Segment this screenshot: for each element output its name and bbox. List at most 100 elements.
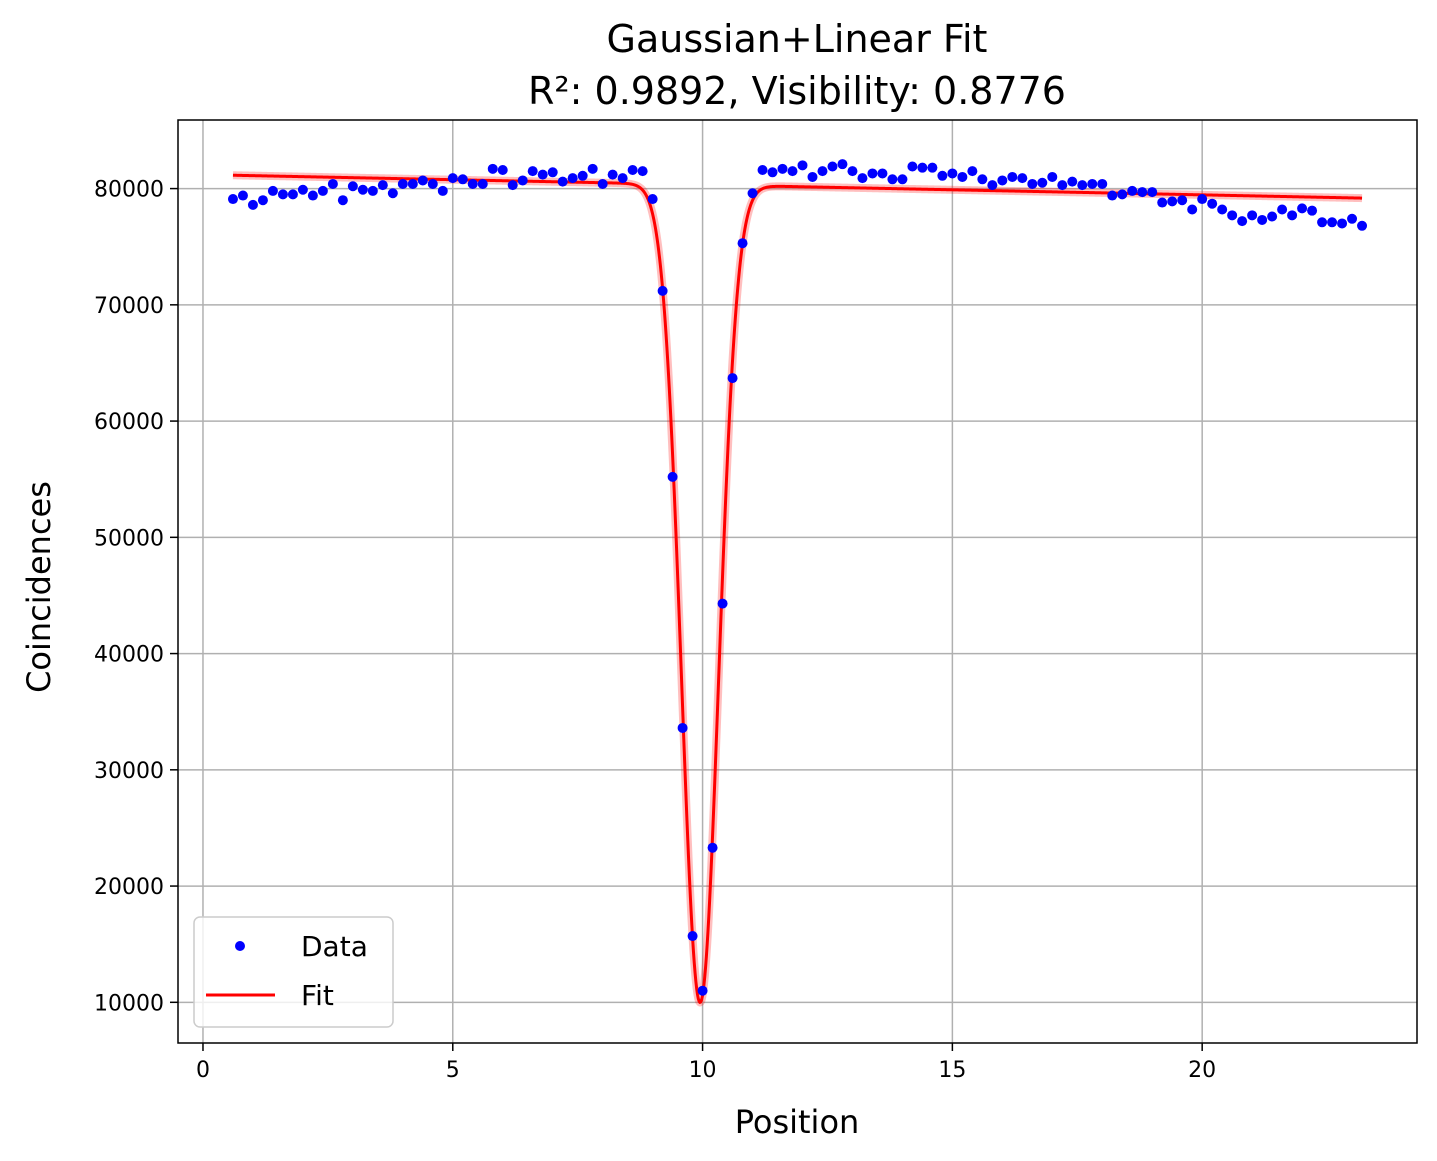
data-point (1337, 218, 1348, 229)
data-point (1017, 173, 1028, 184)
data-point (517, 175, 528, 186)
data-point (297, 184, 308, 195)
data-point (1107, 190, 1118, 201)
data-point (777, 163, 788, 174)
x-tick-label: 10 (689, 1058, 717, 1083)
data-point (877, 168, 888, 179)
data-point (317, 185, 328, 196)
data-point (687, 931, 698, 942)
data-point (1227, 210, 1238, 221)
data-point (1197, 194, 1208, 205)
data-point (937, 170, 948, 181)
data-point (757, 164, 768, 175)
data-point (907, 161, 918, 172)
data-point (1247, 210, 1258, 221)
data-point (1097, 178, 1108, 189)
legend: Data Fit (193, 916, 394, 1028)
data-point (227, 194, 238, 205)
data-point (987, 180, 998, 191)
data-point (1317, 217, 1328, 228)
y-axis-label: Coincidences (20, 481, 58, 693)
data-point (1047, 171, 1058, 182)
data-point (1007, 171, 1018, 182)
data-point (667, 471, 678, 482)
data-point (577, 170, 588, 181)
data-point (287, 189, 298, 200)
data-point (677, 722, 688, 733)
data-point (467, 178, 478, 189)
data-series (227, 159, 1368, 996)
data-point (607, 169, 618, 180)
data-point (797, 160, 808, 171)
data-point (447, 173, 458, 184)
data-point (567, 173, 578, 184)
data-point (627, 164, 638, 175)
data-point (737, 238, 748, 249)
data-point (497, 164, 508, 175)
data-point (527, 166, 538, 177)
data-point (697, 985, 708, 996)
data-point (887, 174, 898, 185)
data-point (337, 195, 348, 206)
data-point (357, 184, 368, 195)
chart-title: Gaussian+Linear Fit (607, 17, 988, 61)
data-point (617, 173, 628, 184)
legend-data-marker (235, 941, 245, 951)
data-point (277, 189, 288, 200)
data-point (1127, 185, 1138, 196)
data-point (867, 168, 878, 179)
y-tick-label: 80000 (94, 178, 164, 203)
data-point (1237, 216, 1248, 227)
data-point (767, 167, 778, 178)
data-point (1027, 178, 1038, 189)
y-tick-label: 10000 (94, 991, 164, 1016)
data-point (747, 188, 758, 199)
data-point (1067, 176, 1078, 187)
data-point (417, 175, 428, 186)
data-point (1077, 180, 1088, 191)
data-point (1217, 204, 1228, 215)
data-point (557, 176, 568, 187)
data-point (267, 185, 278, 196)
data-point (967, 166, 978, 177)
data-point (247, 199, 258, 210)
data-point (647, 194, 658, 205)
data-point (347, 181, 358, 192)
data-point (1327, 217, 1338, 228)
data-point (477, 178, 488, 189)
grid (178, 120, 1417, 1043)
data-point (1147, 187, 1158, 198)
data-point (837, 159, 848, 170)
y-tick-label: 70000 (94, 294, 164, 319)
data-point (1177, 195, 1188, 206)
x-axis-label: Position (735, 1103, 860, 1141)
data-point (407, 178, 418, 189)
data-point (1277, 204, 1288, 215)
data-point (917, 162, 928, 173)
data-point (437, 185, 448, 196)
data-point (857, 173, 868, 184)
data-point (1057, 180, 1068, 191)
data-point (717, 598, 728, 609)
data-point (507, 180, 518, 191)
data-point (1137, 187, 1148, 198)
x-tick-label: 0 (196, 1058, 210, 1083)
data-point (427, 178, 438, 189)
data-point (1117, 189, 1128, 200)
data-point (1167, 196, 1178, 207)
data-point (1297, 203, 1308, 214)
y-tick-label: 60000 (94, 410, 164, 435)
y-tick-label: 50000 (94, 526, 164, 551)
x-tick-label: 20 (1188, 1058, 1216, 1083)
x-tick-label: 5 (446, 1058, 460, 1083)
data-point (1307, 205, 1318, 216)
x-tick-label: 15 (938, 1058, 966, 1083)
data-point (587, 163, 598, 174)
data-point (637, 166, 648, 177)
data-point (327, 178, 338, 189)
data-point (537, 169, 548, 180)
data-point (947, 168, 958, 179)
data-point (1207, 198, 1218, 209)
data-point (1347, 213, 1358, 224)
